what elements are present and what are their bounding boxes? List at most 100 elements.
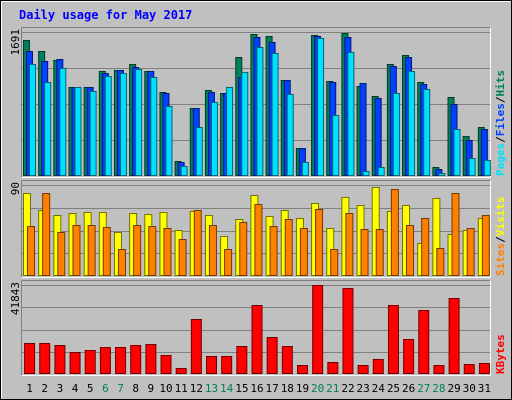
- x-tick-label: 2: [41, 382, 48, 395]
- bar-kbytes-day-30: [463, 364, 475, 374]
- x-tick-label: 4: [72, 382, 79, 395]
- bar-sites-day-15: [239, 222, 248, 276]
- bar-kbytes-day-28: [433, 365, 445, 374]
- bar-pages-day-11: [180, 166, 188, 176]
- series-legend: Pages/Files/Hits: [494, 70, 507, 176]
- bar-kbytes-day-18: [281, 346, 293, 374]
- bar-pages-day-19: [301, 162, 309, 176]
- x-tick-label: 14: [220, 382, 234, 395]
- bar-kbytes-day-2: [39, 343, 51, 374]
- bar-sites-day-16: [254, 204, 263, 276]
- bar-pages-day-4: [74, 87, 82, 176]
- bar-kbytes-day-3: [54, 345, 66, 374]
- x-tick-label: 7: [117, 382, 124, 395]
- legend-entry: Pages: [494, 143, 507, 176]
- legend-entry: /: [494, 236, 507, 243]
- bar-sites-day-19: [299, 228, 308, 276]
- bar-kbytes-day-17: [266, 337, 278, 374]
- x-tick-label: 17: [266, 382, 279, 395]
- legend-entry: Files: [494, 103, 507, 136]
- bar-pages-day-27: [423, 89, 431, 176]
- bar-pages-day-23: [362, 171, 370, 176]
- bar-pages-day-7: [119, 73, 127, 176]
- bar-files-day-24: [374, 98, 382, 176]
- panel-kbytes: 41843 KBytes: [9, 280, 507, 376]
- bar-kbytes-day-7: [115, 347, 127, 374]
- bar-pages-day-8: [135, 69, 143, 176]
- x-tick-label: 28: [432, 382, 445, 395]
- bar-pages-day-13: [210, 102, 218, 176]
- legend-entry: Visits: [494, 197, 507, 237]
- bar-pages-day-3: [59, 68, 67, 176]
- bar-sites-day-22: [345, 213, 354, 276]
- legend-entry: /: [494, 96, 507, 103]
- bar-pages-day-15: [241, 72, 249, 176]
- x-tick-label: 22: [341, 382, 354, 395]
- bar-pages-day-9: [150, 77, 158, 176]
- x-tick-label: 11: [175, 382, 188, 395]
- bar-pages-day-25: [392, 93, 400, 176]
- bar-kbytes-day-31: [478, 363, 490, 374]
- y-max-label: 1691: [9, 29, 22, 56]
- bar-kbytes-day-25: [387, 305, 399, 374]
- legend-entry: Hits: [494, 70, 507, 97]
- series-pages: [29, 38, 491, 176]
- series-legend: Sites/Visits: [494, 197, 507, 277]
- bar-kbytes-day-20: [312, 285, 324, 374]
- bar-pages-day-1: [29, 64, 36, 176]
- bar-sites-day-31: [481, 215, 490, 276]
- x-tick-label: 12: [190, 382, 203, 395]
- bar-sites-day-14: [224, 249, 233, 276]
- bar-sites-day-29: [451, 193, 460, 276]
- x-tick-label: 24: [372, 382, 386, 395]
- bar-sites-day-4: [72, 225, 81, 276]
- x-tick-label: 16: [250, 382, 263, 395]
- bar-pages-day-18: [286, 94, 294, 176]
- x-tick-label: 30: [463, 382, 476, 395]
- bar-sites-day-20: [315, 209, 324, 276]
- x-tick-label: 1: [26, 382, 33, 395]
- bar-kbytes-day-14: [221, 356, 233, 374]
- chart-panels: 1691Pages/Files/Hits90Sites/Visits41843K…: [9, 27, 507, 376]
- bar-kbytes-day-21: [327, 362, 339, 374]
- series-sites: [27, 189, 490, 276]
- x-tick-label: 6: [102, 382, 109, 395]
- bar-sites-day-24: [375, 229, 384, 276]
- x-tick-label: 20: [311, 382, 324, 395]
- y-max-label: 41843: [9, 282, 22, 315]
- bar-kbytes-day-22: [342, 288, 354, 374]
- bar-sites-day-30: [466, 228, 475, 276]
- bar-pages-day-28: [438, 173, 446, 176]
- bar-kbytes-day-12: [190, 319, 202, 374]
- bar-sites-day-8: [133, 225, 142, 276]
- bar-kbytes-day-9: [145, 344, 157, 374]
- bar-pages-day-5: [89, 91, 97, 176]
- bar-pages-day-29: [453, 129, 461, 176]
- x-tick-label: 8: [132, 382, 139, 395]
- bar-pages-day-10: [165, 106, 173, 176]
- panel-visits-sites: 90 Sites/Visits: [9, 180, 507, 278]
- bar-kbytes-day-5: [84, 350, 96, 374]
- x-tick-label: 9: [148, 382, 155, 395]
- bar-kbytes-day-6: [99, 347, 111, 374]
- bar-pages-day-24: [377, 167, 385, 176]
- chart-title: Daily usage for May 2017: [19, 8, 192, 22]
- bar-kbytes-day-10: [160, 355, 172, 374]
- y-max-label: 90: [9, 182, 22, 195]
- bar-sites-day-3: [57, 232, 66, 276]
- bar-sites-day-17: [269, 226, 278, 276]
- bar-kbytes-day-27: [418, 310, 430, 374]
- x-tick-label: 10: [159, 382, 172, 395]
- x-tick-label: 15: [235, 382, 248, 395]
- bar-kbytes-day-19: [296, 365, 308, 374]
- x-tick-label: 26: [402, 382, 415, 395]
- x-tick-label: 3: [57, 382, 64, 395]
- bar-kbytes-day-24: [372, 359, 384, 374]
- bar-sites-day-13: [208, 225, 217, 276]
- bar-sites-day-6: [102, 227, 111, 276]
- bar-sites-day-1: [27, 226, 35, 276]
- bar-kbytes-day-29: [448, 298, 460, 374]
- bar-kbytes-day-16: [251, 305, 263, 374]
- bar-kbytes-day-13: [206, 356, 218, 374]
- x-axis-labels: 1 2 3 4 5 6 7 8 9 10 11 12 13 14 15 16 17 18 19 20 21 22 23 24 2…: [26, 382, 491, 395]
